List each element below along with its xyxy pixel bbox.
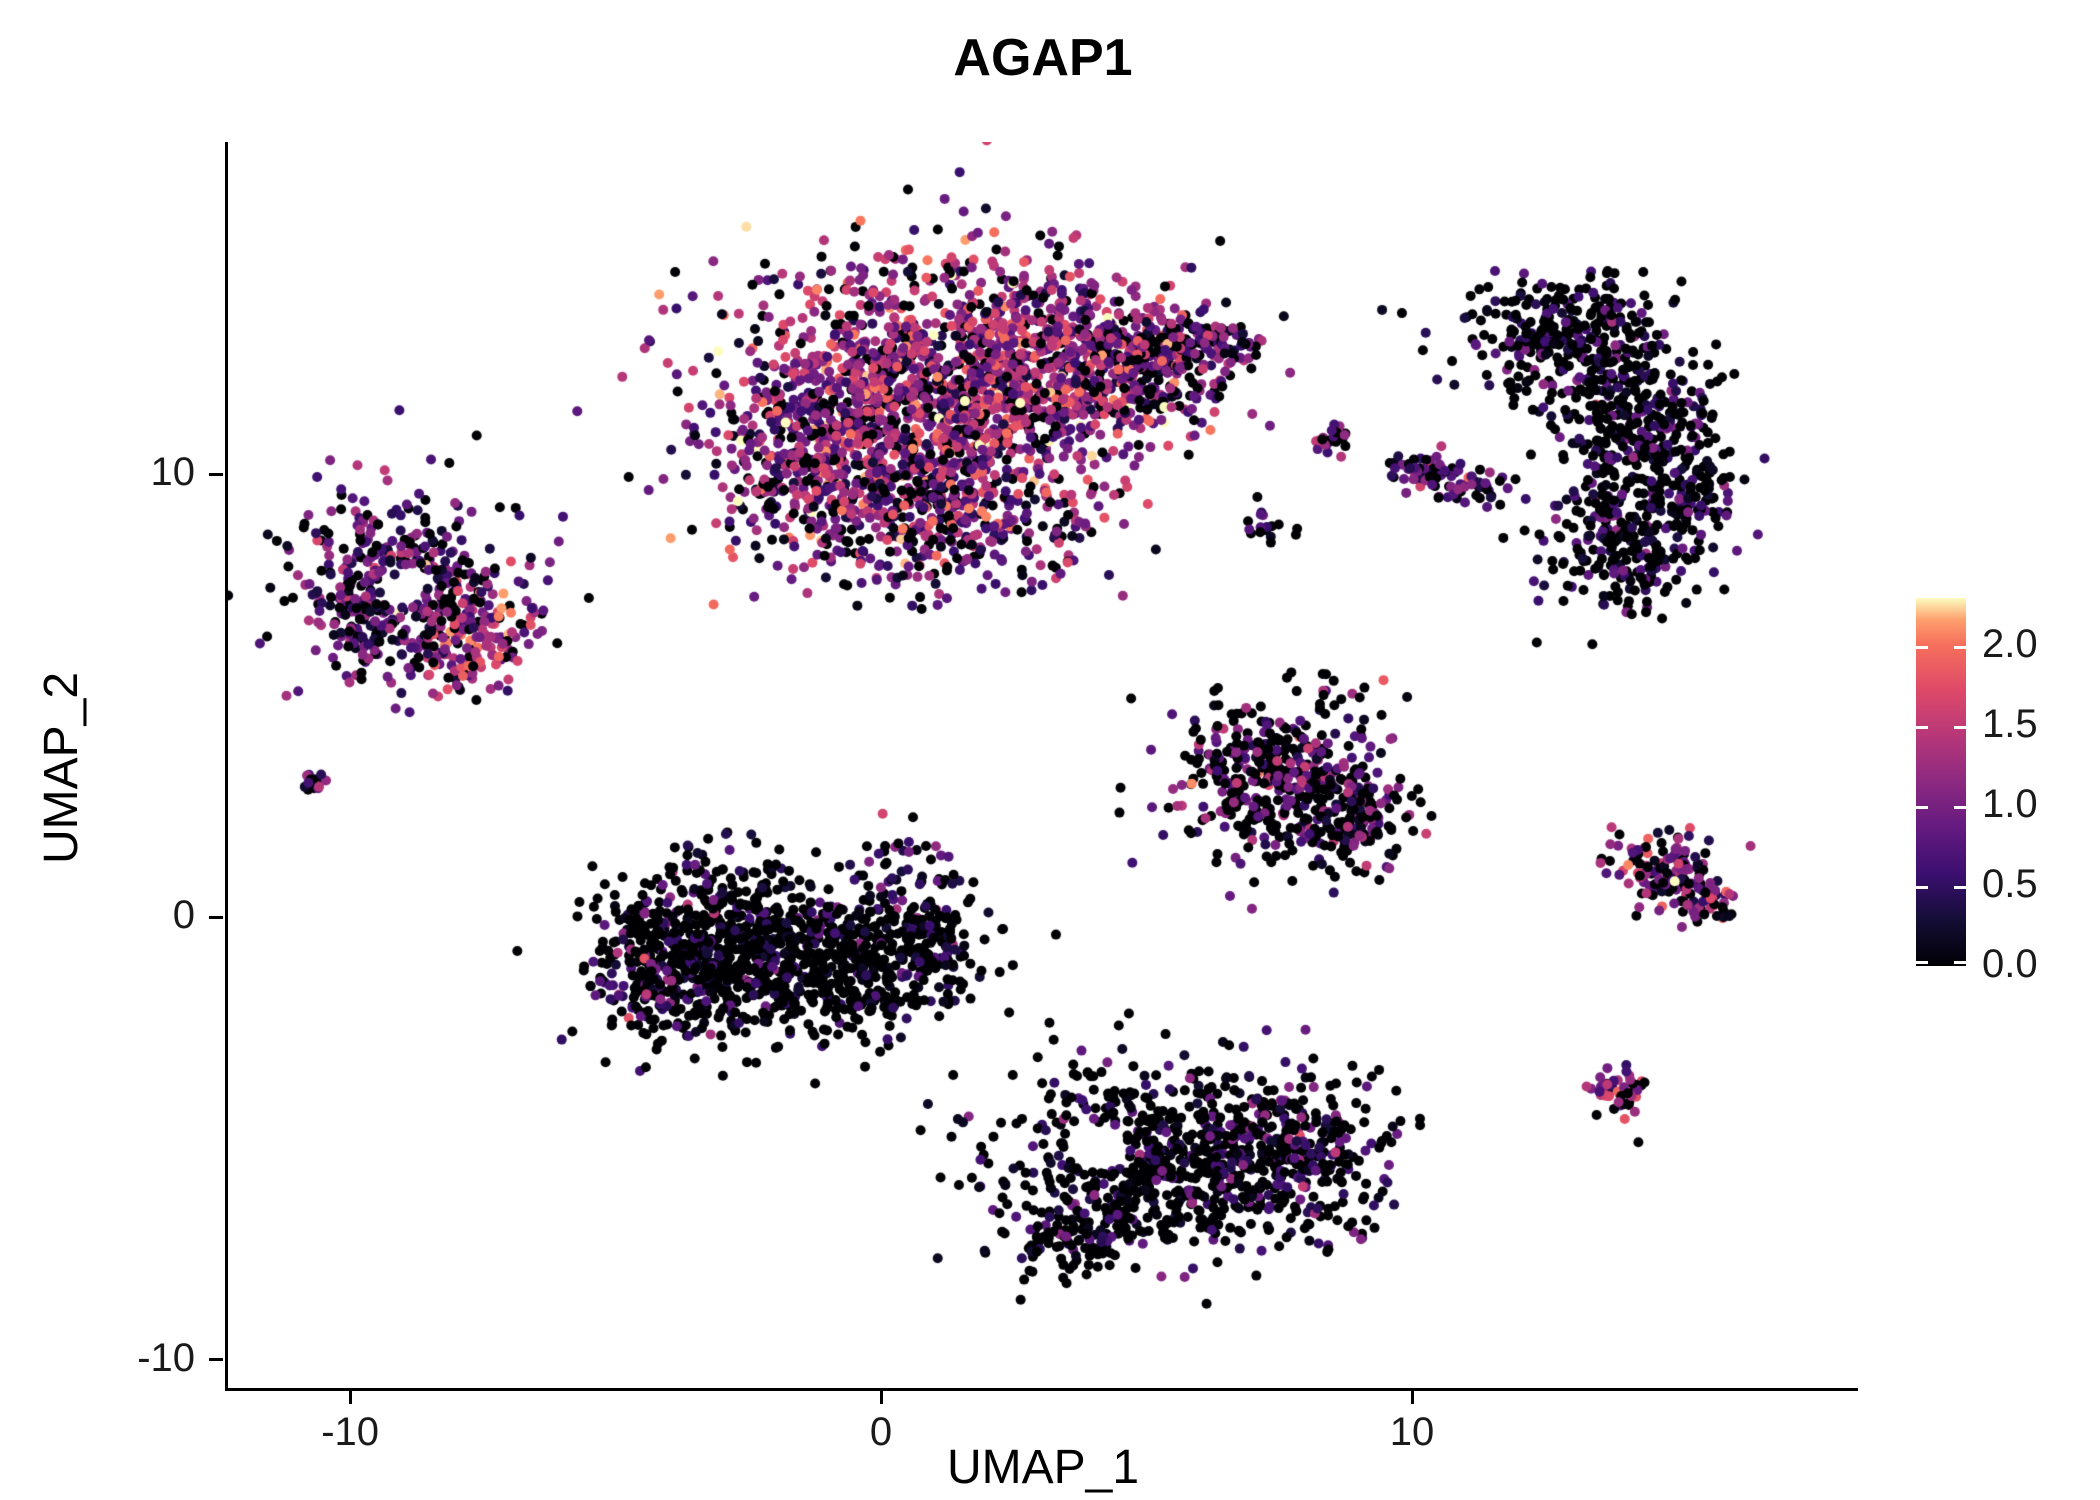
colorbar-tick-label: 0.0 [1982, 942, 2038, 986]
x-axis-tick-label: -10 [321, 1410, 380, 1454]
plot-panel [225, 142, 1858, 1391]
colorbar-tick-mark [1954, 646, 1966, 649]
x-axis-label: UMAP_1 [946, 1441, 1140, 1494]
x-axis-tick-label: 0 [869, 1410, 893, 1454]
chart-title: AGAP1 [953, 29, 1133, 87]
y-axis-tick-label: -10 [137, 1335, 195, 1380]
colorbar-tick-label: 1.5 [1982, 702, 2038, 746]
legend-colorbar [1916, 598, 1966, 966]
colorbar-tick-mark [1954, 806, 1966, 809]
colorbar-tick-mark [1916, 806, 1928, 809]
x-axis-tick [879, 1390, 883, 1404]
colorbar-tick-mark [1954, 726, 1966, 729]
x-axis-tick [1410, 1390, 1414, 1404]
scatter-canvas [228, 142, 1858, 1388]
y-axis-tick [209, 1358, 223, 1362]
y-axis-label: UMAP_2 [35, 671, 88, 865]
colorbar-tick-mark [1916, 646, 1928, 649]
x-axis-tick-label: 10 [1389, 1410, 1435, 1454]
y-axis-tick-label: 10 [150, 450, 196, 495]
y-axis-tick [209, 472, 223, 476]
colorbar-tick-label: 2.0 [1982, 622, 2038, 666]
y-axis-tick [209, 915, 223, 919]
colorbar-tick-label: 1.0 [1982, 782, 2038, 826]
x-axis-tick [348, 1390, 352, 1404]
colorbar-tick-mark [1916, 726, 1928, 729]
colorbar-tick-mark [1954, 886, 1966, 889]
colorbar-tick-mark [1916, 886, 1928, 889]
y-axis-tick-label: 0 [172, 893, 195, 938]
colorbar-tick-label: 0.5 [1982, 862, 2038, 906]
colorbar-tick-mark [1916, 961, 1928, 964]
colorbar-tick-mark [1954, 961, 1966, 964]
